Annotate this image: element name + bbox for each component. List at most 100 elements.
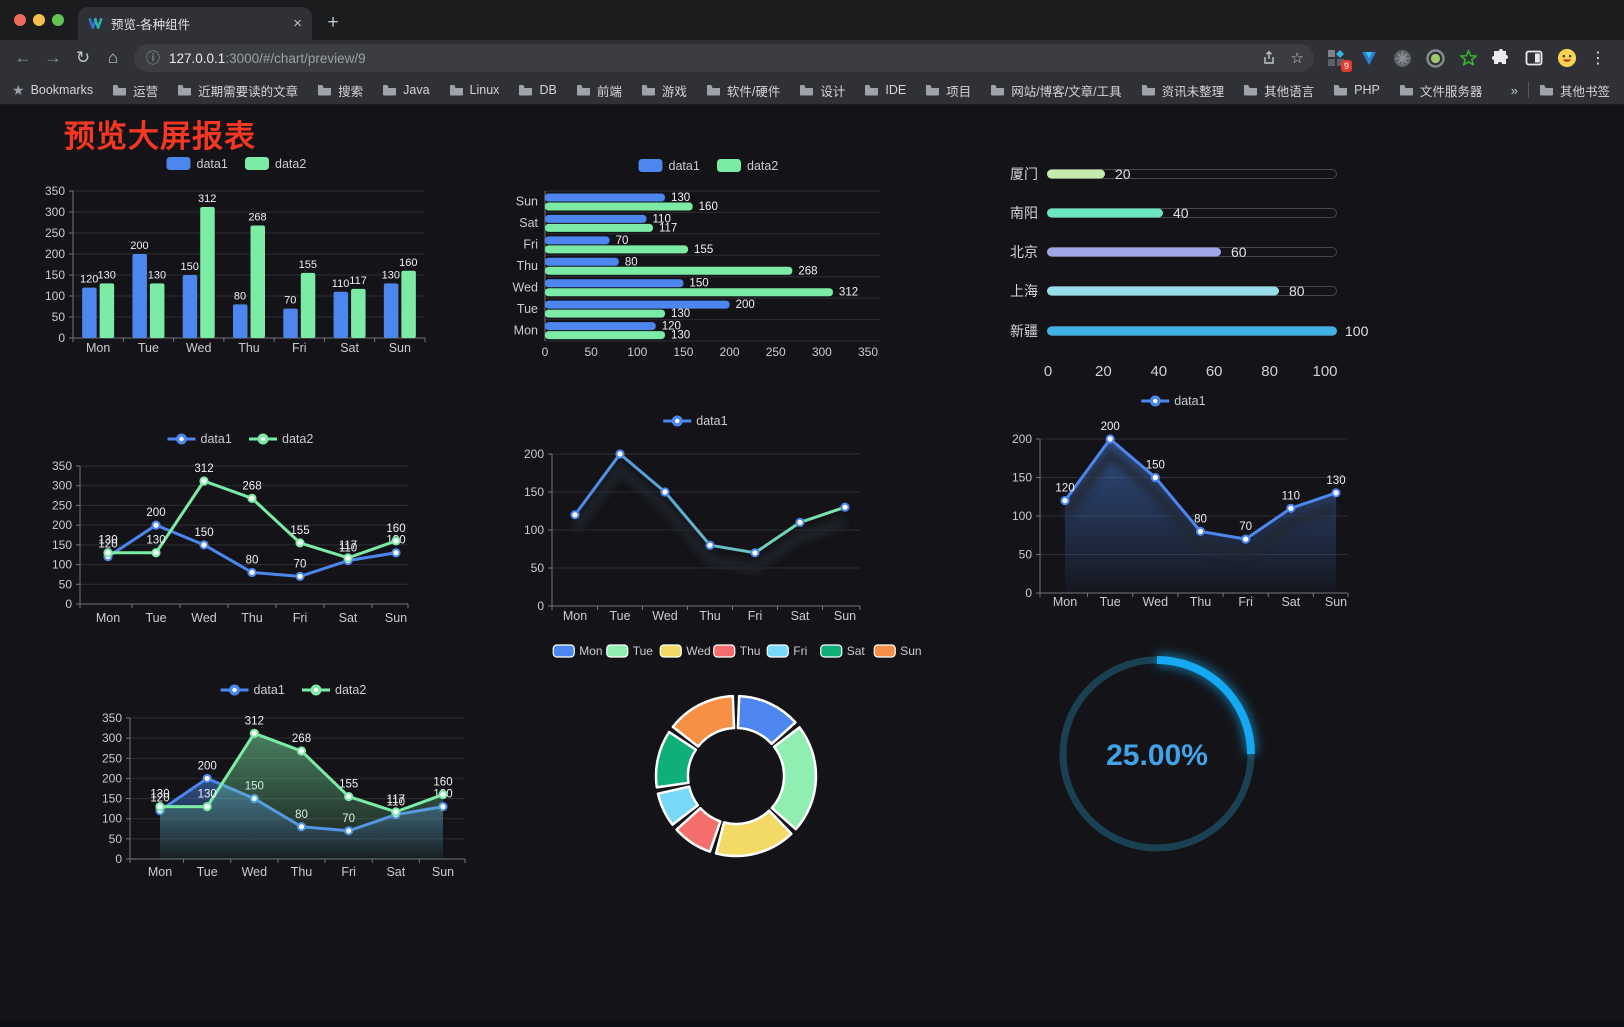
bar-data2-Tue[interactable] — [149, 283, 165, 338]
bookmark-folder[interactable]: 游戏 — [641, 81, 687, 100]
pie-slice-Sun[interactable] — [671, 694, 736, 748]
chart-bar-grouped[interactable]: data1 data2 0 50 100 150 200 250 300 350 Mon Tue Wed… — [40, 149, 435, 365]
point-data1-Mon[interactable] — [1060, 496, 1070, 506]
legend-item[interactable]: Wed — [659, 644, 711, 658]
chart-canvas[interactable]: data1 data2 0 50 100 150 200 250 300 350 Mon Tue Wed… — [40, 425, 420, 640]
extension-ring-icon[interactable] — [1425, 48, 1445, 68]
point-data1-Wed[interactable] — [199, 540, 209, 550]
browser-menu-icon[interactable]: ⋮ — [1590, 50, 1606, 67]
pie-slice-Mon[interactable] — [736, 694, 797, 746]
point-data1-Sat[interactable] — [795, 517, 805, 528]
bar-data1-Tue[interactable] — [132, 254, 147, 338]
hbar-data1-Thu[interactable] — [545, 257, 619, 266]
extension-circle-icon[interactable] — [1392, 48, 1412, 68]
new-tab-button[interactable]: + — [327, 12, 339, 33]
hbar-data1-Wed[interactable] — [545, 279, 684, 288]
point-data1-Fri[interactable] — [295, 571, 305, 581]
point-data2-Thu[interactable] — [247, 493, 257, 503]
hbar-data1-Tue[interactable] — [545, 300, 730, 309]
side-panel-icon[interactable] — [1524, 48, 1544, 68]
bar-data1-Sun[interactable] — [383, 283, 399, 338]
home-icon[interactable]: ⌂ — [107, 48, 119, 67]
bar-data2-Sun[interactable] — [401, 270, 416, 338]
bookmark-folder[interactable]: 文件服务器 — [1399, 81, 1482, 100]
hbar-data2-Sat[interactable] — [545, 223, 653, 232]
hbar-data2-Thu[interactable] — [545, 266, 793, 275]
point-data1-Sun[interactable] — [840, 502, 850, 512]
chart-donut-pie[interactable]: Mon Tue Wed Thu Fri Sat Sun — [545, 631, 930, 886]
point-data2-Fri[interactable] — [344, 791, 354, 802]
legend-item[interactable]: data1 — [220, 683, 285, 697]
legend-item[interactable]: Sun — [873, 644, 922, 658]
legend-item[interactable]: Mon — [552, 644, 603, 658]
chart-canvas[interactable]: data1 data2 0 50 100 150 200 250 300 350 Mon Tue Wed… — [40, 149, 435, 365]
extensions-puzzle-icon[interactable] — [1491, 48, 1511, 68]
chart-ring-gauge[interactable]: 25.00% — [1040, 629, 1275, 884]
chart-canvas[interactable]: data1 data2 0 50 100 150 200 250 300 350 Sun 130 160… — [500, 151, 895, 363]
bookmark-folder[interactable]: 运营 — [112, 81, 158, 100]
url-text[interactable]: 127.0.0.1:3000/#/chart/preview/9 — [169, 50, 366, 66]
chart-line-gradient[interactable]: data1 0 50 100 150 200 Mon Tue Wed Thu Fri Sat Sun — [500, 399, 880, 634]
point-data1-Thu[interactable] — [1195, 526, 1206, 536]
pie-slice-Thu[interactable] — [675, 806, 722, 853]
chart-bar-horizontal[interactable]: data1 data2 0 50 100 150 200 250 300 350 Sun 130 160… — [500, 151, 895, 363]
bookmark-folder[interactable]: IDE — [864, 83, 906, 97]
vue-devtools-icon[interactable] — [1359, 48, 1379, 68]
point-data2-Wed[interactable] — [249, 728, 259, 738]
bar-data1-Wed[interactable] — [182, 275, 198, 338]
point-data2-Mon[interactable] — [155, 802, 165, 812]
point-data1-Fri[interactable] — [1241, 534, 1251, 544]
bookmark-folder[interactable]: 近期需要读的文章 — [177, 81, 298, 100]
point-data1-Tue[interactable] — [1105, 434, 1115, 444]
profile-avatar[interactable] — [1557, 48, 1577, 68]
hbar-data2-Mon[interactable] — [545, 331, 665, 340]
legend-item[interactable]: data2 — [302, 683, 366, 697]
fullscreen-window-button[interactable] — [52, 14, 64, 26]
bar-data1-Sat[interactable] — [333, 291, 349, 338]
bar-data2-Sat[interactable] — [351, 288, 366, 338]
point-data1-Fri[interactable] — [750, 548, 760, 558]
point-data2-Sun[interactable] — [438, 789, 448, 800]
point-data1-Thu[interactable] — [247, 567, 257, 578]
bookmark-folder[interactable]: 前端 — [576, 81, 622, 100]
bookmark-folder[interactable]: Java — [382, 83, 430, 97]
hbar-data1-Fri[interactable] — [545, 236, 610, 245]
point-data1-Tue[interactable] — [202, 773, 212, 784]
point-data2-Tue[interactable] — [202, 802, 212, 812]
pie-slice-Tue[interactable] — [770, 726, 818, 831]
point-data2-Thu[interactable] — [296, 746, 307, 756]
bookmarks-star-icon[interactable]: ★ — [12, 81, 25, 98]
bar-data1-Mon[interactable] — [82, 287, 97, 338]
bookmark-folder[interactable]: DB — [518, 83, 557, 97]
minimize-window-button[interactable] — [33, 14, 45, 26]
chart-canvas[interactable]: data1 data2 0 50 100 150 200 250 300 350 Mon Tue Wed… — [95, 674, 480, 894]
point-data1-Sun[interactable] — [1331, 488, 1341, 498]
bookmark-folder[interactable]: Linux — [449, 83, 499, 97]
point-data2-Wed[interactable] — [199, 476, 209, 486]
bar-data2-Mon[interactable] — [99, 283, 115, 338]
bookmarks-overflow-chevron[interactable]: » — [1510, 82, 1518, 98]
hbar-data2-Tue[interactable] — [545, 309, 665, 318]
chart-canvas[interactable]: data1 0 50 100 150 200 Mon Tue Wed Thu Fri Sat Sun 12… — [985, 387, 1360, 617]
pie-slice-Sat[interactable] — [654, 730, 698, 789]
point-data1-Mon[interactable] — [570, 510, 580, 520]
bookmark-folder[interactable]: PHP — [1333, 83, 1380, 97]
legend-item[interactable]: Tue — [606, 644, 654, 658]
point-data1-Tue[interactable] — [151, 520, 161, 530]
point-data1-Wed[interactable] — [1150, 472, 1160, 483]
point-data1-Wed[interactable] — [660, 487, 670, 497]
bookmark-folder[interactable]: 软件/硬件 — [706, 81, 780, 100]
site-info-icon[interactable]: ⓘ — [146, 50, 160, 66]
point-data1-Thu[interactable] — [705, 540, 715, 550]
hbar-data1-Sat[interactable] — [545, 214, 647, 223]
point-data2-Sun[interactable] — [391, 536, 401, 546]
pie-slice-Wed[interactable] — [714, 809, 793, 858]
bar-data1-Fri[interactable] — [283, 308, 298, 338]
hbar-data1-Mon[interactable] — [545, 322, 656, 331]
legend-item[interactable]: data1 — [167, 432, 232, 446]
point-data2-Sat[interactable] — [343, 553, 353, 563]
legend-item[interactable]: data1 — [166, 157, 228, 171]
bookmark-folder[interactable]: 设计 — [799, 81, 845, 100]
bookmarks-label[interactable]: Bookmarks — [30, 83, 94, 97]
extension-grid-icon[interactable]: 9 — [1326, 48, 1352, 72]
